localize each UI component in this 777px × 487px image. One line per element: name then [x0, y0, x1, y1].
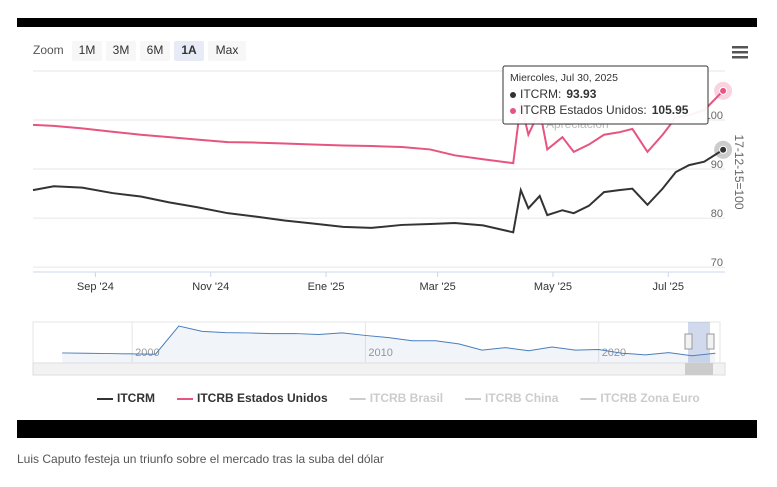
tooltip-dot: [510, 92, 516, 98]
tooltip-value: 105.95: [652, 103, 689, 117]
y-tick-label: 100: [705, 110, 723, 122]
x-tick-label: Jul '25: [653, 281, 684, 293]
tooltip-name: ITCRM: [520, 87, 558, 101]
tooltip-box: [502, 65, 709, 125]
legend-label[interactable]: ITCRB Brasil: [370, 391, 443, 405]
y-tick-label: 80: [711, 208, 723, 220]
zoom-button-label: 6M: [147, 43, 164, 57]
series-line: [32, 90, 724, 165]
zoom-button[interactable]: [72, 41, 102, 61]
zoom-label: Zoom: [33, 43, 64, 57]
x-tick-label: Mar '25: [419, 281, 455, 293]
series-line: [32, 148, 724, 234]
zoom-button[interactable]: [174, 41, 204, 61]
tooltip-row: ITCRB Estados Unidos: 105.95: [520, 103, 689, 117]
legend-label[interactable]: ITCRB Estados Unidos: [197, 391, 328, 405]
zoom-button[interactable]: [208, 41, 246, 61]
navigator-window: [688, 322, 710, 372]
navigator-tick-label: 2000: [135, 347, 159, 359]
zoom-button-label: Max: [216, 43, 239, 57]
zoom-button[interactable]: [140, 41, 170, 61]
legend-label[interactable]: ITCRB China: [485, 391, 559, 405]
navigator-handle[interactable]: [684, 333, 693, 350]
x-tick-label: Sep '24: [77, 281, 114, 293]
zoom-button-label: 3M: [113, 43, 130, 57]
navigator-line: [62, 325, 716, 357]
tooltip-separator: :: [643, 103, 646, 117]
tooltip-separator: :: [558, 87, 561, 101]
top-bar: [17, 18, 757, 27]
last-point: [719, 145, 728, 154]
scrollbar: [32, 362, 726, 376]
y-axis-title: 17-12-15=100: [732, 134, 746, 209]
tooltip-row: ITCRM: 93.93: [520, 87, 597, 101]
tooltip-dot: [510, 108, 516, 114]
x-tick-label: May '25: [534, 281, 572, 293]
y-tick-label: 70: [711, 257, 723, 269]
zoom-button[interactable]: [106, 41, 136, 61]
x-tick-label: Nov '24: [192, 281, 229, 293]
x-tick-label: Ene '25: [308, 281, 345, 293]
menu-icon[interactable]: [732, 46, 748, 59]
zoom-button-label: 1A: [181, 43, 197, 57]
tooltip-value: 93.93: [566, 87, 596, 101]
bottom-bar: [17, 420, 757, 438]
legend-label[interactable]: ITCRB Zona Euro: [600, 391, 699, 405]
tooltip-name: ITCRB Estados Unidos: [520, 103, 643, 117]
caption: Luis Caputo festeja un triunfo sobre el …: [17, 452, 384, 466]
legend-label[interactable]: ITCRM: [117, 391, 155, 405]
scrollbar-thumb[interactable]: [685, 363, 713, 375]
navigator-handle[interactable]: [706, 333, 715, 350]
last-point: [719, 86, 728, 95]
navigator-tick-label: 2020: [602, 347, 626, 359]
navigator-area: [62, 326, 716, 372]
navigator-tick-label: 2010: [368, 347, 392, 359]
y-tick-label: 90: [711, 159, 723, 171]
tooltip-title: Miercoles, Jul 30, 2025: [510, 72, 618, 84]
zoom-button-label: 1M: [79, 43, 96, 57]
